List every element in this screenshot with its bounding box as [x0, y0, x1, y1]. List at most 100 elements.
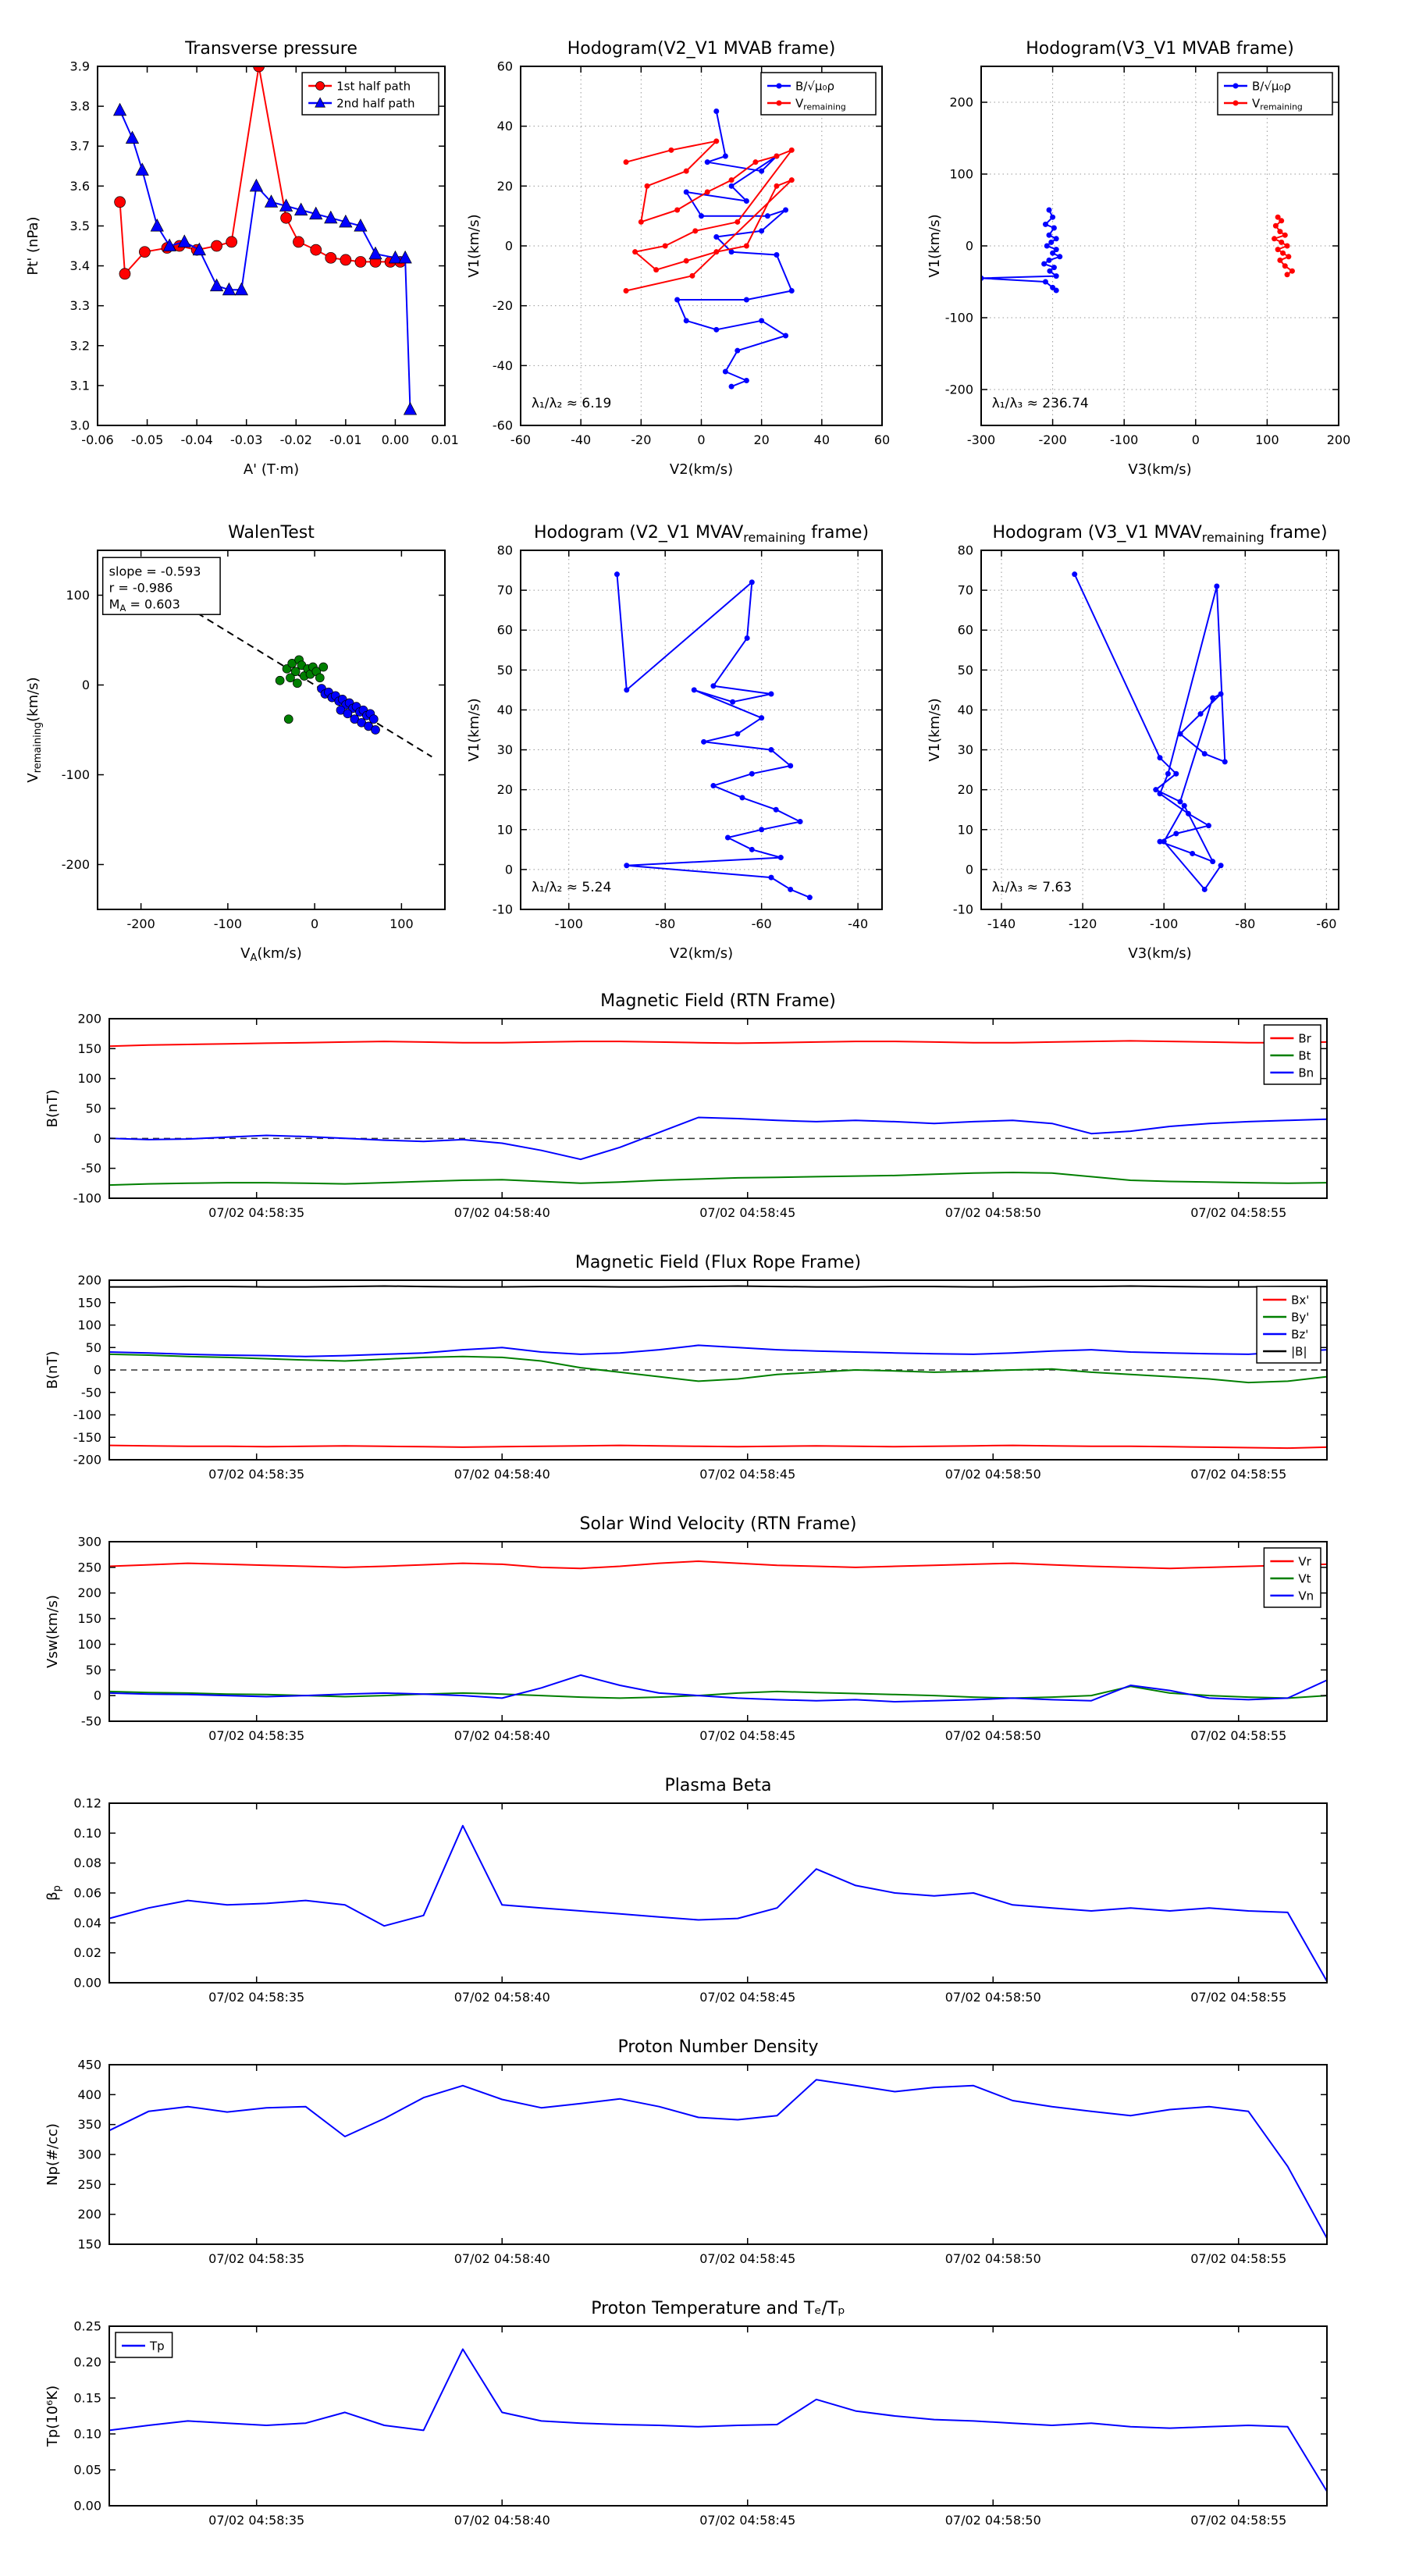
hodogram-v3v1-mvab-svg: -300 -200 -100 0 100 200 -200 -100 0 100 200 Hodogr…: [927, 39, 1350, 478]
svg-text:0: 0: [94, 1688, 101, 1703]
svg-text:Proton Number Density: Proton Number Density: [618, 2037, 819, 2057]
svg-text:150: 150: [77, 1295, 101, 1310]
svg-text:200: 200: [77, 1273, 101, 1288]
svg-text:07/02 04:58:35: 07/02 04:58:35: [208, 1728, 304, 1743]
svg-text:λ₁/λ₃ ≈ 236.74: λ₁/λ₃ ≈ 236.74: [992, 396, 1089, 411]
proton-temp-svg: 07/02 04:58:35 07/02 04:58:40 07/02 04:58:…: [44, 2299, 1328, 2528]
svg-text:60: 60: [497, 623, 513, 638]
svg-text:40: 40: [497, 703, 513, 717]
svg-text:A' (T·m): A' (T·m): [244, 461, 299, 478]
svg-text:V2(km/s): V2(km/s): [670, 945, 733, 962]
svg-text:βp​: βp​: [44, 1885, 63, 1901]
hodogram-v3v1-mvav-svg: -140 -120 -100 -80 -60-1001020304050607080Ho…: [927, 523, 1339, 962]
plot-hodogram-v2v1-mvab: -60 -40 -20 0 20 40 60 -60 -40 -20 0 20 40 60 Hodogram…: [464, 20, 909, 488]
svg-text:-100: -100: [1110, 432, 1138, 447]
svg-text:0.25: 0.25: [73, 2319, 101, 2334]
svg-text:0.02: 0.02: [73, 1945, 101, 1960]
svg-text:r = -0.986: r = -0.986: [109, 581, 173, 596]
transverse-pressure-svg: -0.06 -0.05 -0.04 -0.03 -0.02 -0.01 0.00 0.01 3.…: [25, 39, 459, 478]
svg-text:Hodogram(V2_V1 MVAB frame): Hodogram(V2_V1 MVAB frame): [567, 39, 836, 59]
plot-magnetic-field-fluxrope: 07/02 04:58:35 07/02 04:58:40 07/02 04:58:…: [43, 1241, 1339, 1491]
svg-text:0.00: 0.00: [73, 2499, 101, 2514]
svg-text:50: 50: [86, 1101, 101, 1116]
svg-text:3.1: 3.1: [70, 378, 90, 393]
plasma-beta-svg: 07/02 04:58:35 07/02 04:58:40 07/02 04:58:…: [44, 1776, 1328, 2005]
svg-text:07/02 04:58:55: 07/02 04:58:55: [1190, 2513, 1286, 2528]
svg-text:Hodogram (V2_V1 MVAVremaining​: Hodogram (V2_V1 MVAVremaining​ frame): [534, 523, 869, 545]
svg-text:0.01: 0.01: [431, 432, 459, 447]
svg-text:3.8: 3.8: [70, 99, 90, 114]
svg-text:07/02 04:58:40: 07/02 04:58:40: [454, 1467, 550, 1482]
svg-text:0.12: 0.12: [73, 1796, 101, 1811]
svg-text:WalenTest: WalenTest: [228, 523, 315, 543]
svg-text:-50: -50: [81, 1161, 101, 1176]
svg-text:3.9: 3.9: [70, 59, 90, 74]
svg-text:50: 50: [497, 663, 513, 678]
svg-text:80: 80: [958, 543, 973, 558]
svg-text:-0.03: -0.03: [230, 432, 262, 447]
svg-text:-40: -40: [848, 916, 868, 931]
plot-transverse-pressure: -0.06 -0.05 -0.04 -0.03 -0.02 -0.01 0.00 0.01 3.…: [23, 20, 468, 488]
svg-text:0: 0: [82, 678, 90, 692]
svg-text:250: 250: [77, 1560, 101, 1574]
svg-text:20: 20: [497, 782, 513, 797]
svg-text:0.08: 0.08: [73, 1856, 101, 1870]
svg-text:07/02 04:58:40: 07/02 04:58:40: [454, 2513, 550, 2528]
plot-proton-temperature: 07/02 04:58:35 07/02 04:58:40 07/02 04:58:…: [43, 2287, 1339, 2537]
mag-fluxrope-svg: 07/02 04:58:35 07/02 04:58:40 07/02 04:58:…: [44, 1253, 1328, 1482]
svg-text:0: 0: [966, 862, 973, 877]
svg-text:20: 20: [497, 179, 513, 194]
svg-text:07/02 04:58:40: 07/02 04:58:40: [454, 1205, 550, 1220]
plot-hodogram-v3v1-mvab: -300 -200 -100 0 100 200 -200 -100 0 100 200 Hodogr…: [925, 20, 1370, 488]
svg-text:Magnetic Field (Flux Rope Fram: Magnetic Field (Flux Rope Frame): [575, 1253, 861, 1272]
svg-text:-100: -100: [1150, 916, 1178, 931]
svg-text:B(nT): B(nT): [44, 1351, 61, 1389]
svg-text:50: 50: [86, 1663, 101, 1678]
plot-magnetic-field-rtn: 07/02 04:58:35 07/02 04:58:40 07/02 04:58:…: [43, 980, 1339, 1229]
svg-text:07/02 04:58:45: 07/02 04:58:45: [699, 1205, 795, 1220]
plot-walen-test: -200 -100 0 100 -200 -100 0 100 WalenTest VA​(km/…: [23, 503, 468, 972]
svg-text:3.7: 3.7: [70, 139, 90, 154]
svg-text:0.20: 0.20: [73, 2355, 101, 2370]
svg-text:50: 50: [958, 663, 973, 678]
svg-text:100: 100: [389, 916, 414, 931]
svg-text:3.6: 3.6: [70, 179, 90, 194]
svg-text:-100: -100: [214, 916, 242, 931]
svg-text:Vn: Vn: [1298, 1589, 1314, 1603]
svg-text:-40: -40: [493, 358, 513, 373]
svg-text:3.2: 3.2: [70, 338, 90, 353]
svg-text:07/02 04:58:35: 07/02 04:58:35: [208, 1990, 304, 2005]
svg-text:-0.05: -0.05: [131, 432, 163, 447]
svg-text:V1(km/s): V1(km/s): [927, 698, 943, 761]
svg-text:-0.02: -0.02: [280, 432, 312, 447]
svg-text:0: 0: [697, 432, 705, 447]
svg-text:0.05: 0.05: [73, 2463, 101, 2478]
svg-text:400: 400: [77, 2087, 101, 2102]
svg-text:200: 200: [77, 1585, 101, 1600]
svg-text:0: 0: [966, 239, 973, 254]
svg-text:Bt: Bt: [1298, 1048, 1311, 1062]
svg-text:Vr: Vr: [1298, 1554, 1311, 1568]
svg-text:07/02 04:58:45: 07/02 04:58:45: [699, 1990, 795, 2005]
svg-text:07/02 04:58:35: 07/02 04:58:35: [208, 2251, 304, 2266]
svg-text:70: 70: [958, 583, 973, 598]
plot-plasma-beta: 07/02 04:58:35 07/02 04:58:40 07/02 04:58:…: [43, 1764, 1339, 2014]
svg-text:λ₁/λ₂ ≈ 6.19: λ₁/λ₂ ≈ 6.19: [532, 396, 611, 411]
svg-text:07/02 04:58:40: 07/02 04:58:40: [454, 1728, 550, 1743]
plot-proton-number-density: 07/02 04:58:35 07/02 04:58:40 07/02 04:58:…: [43, 2026, 1339, 2275]
svg-text:200: 200: [77, 1012, 101, 1026]
svg-text:200: 200: [77, 2207, 101, 2222]
svg-text:0: 0: [311, 916, 318, 931]
svg-text:λ₁/λ₃ ≈ 7.63: λ₁/λ₃ ≈ 7.63: [992, 880, 1072, 895]
svg-text:07/02 04:58:40: 07/02 04:58:40: [454, 1990, 550, 2005]
svg-text:Bn: Bn: [1298, 1066, 1314, 1080]
svg-text:07/02 04:58:50: 07/02 04:58:50: [945, 1728, 1041, 1743]
svg-text:Solar Wind Velocity (RTN Frame: Solar Wind Velocity (RTN Frame): [580, 1514, 857, 1534]
svg-text:07/02 04:58:45: 07/02 04:58:45: [699, 2513, 795, 2528]
svg-text:Plasma Beta: Plasma Beta: [665, 1776, 772, 1795]
svg-text:V1(km/s): V1(km/s): [927, 214, 943, 277]
svg-text:-140: -140: [987, 916, 1016, 931]
svg-text:150: 150: [77, 2237, 101, 2252]
svg-text:Bx': Bx': [1291, 1293, 1309, 1307]
svg-text:40: 40: [958, 703, 973, 717]
